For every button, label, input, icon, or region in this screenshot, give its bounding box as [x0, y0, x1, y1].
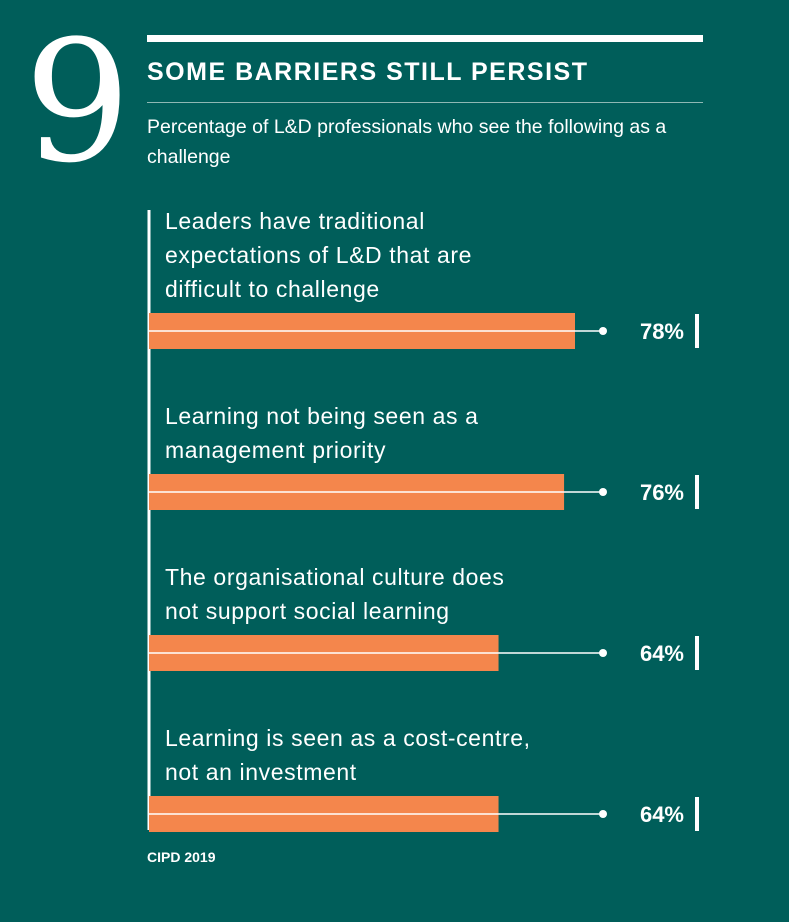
category-label: management priority — [165, 437, 386, 463]
category-label: Leaders have traditional — [165, 208, 425, 234]
category-label: The organisational culture does — [165, 564, 505, 590]
category-label: Learning not being seen as a — [165, 403, 478, 429]
leader-dot — [599, 810, 607, 818]
end-tick — [695, 314, 699, 348]
leader-dot — [599, 488, 607, 496]
chart-title: SOME BARRIERS STILL PERSIST — [147, 58, 589, 86]
source-note: CIPD 2019 — [147, 849, 216, 865]
category-label: expectations of L&D that are — [165, 242, 472, 268]
value-label: 64% — [640, 641, 684, 666]
chart-subtitle: Percentage of L&D professionals who see … — [147, 116, 667, 168]
value-label: 76% — [640, 480, 684, 505]
leader-dot — [599, 649, 607, 657]
end-tick — [695, 636, 699, 670]
end-tick — [695, 797, 699, 831]
chart-number: 9 — [24, 4, 131, 200]
category-label: difficult to challenge — [165, 276, 380, 302]
title-divider — [147, 102, 703, 103]
category-label: Learning is seen as a cost-centre, — [165, 725, 531, 751]
end-tick — [695, 475, 699, 509]
category-label: not support social learning — [165, 598, 450, 624]
category-label: not an investment — [165, 759, 357, 785]
value-label: 64% — [640, 802, 684, 827]
leader-dot — [599, 327, 607, 335]
value-label: 78% — [640, 319, 684, 344]
top-rule — [147, 35, 703, 42]
